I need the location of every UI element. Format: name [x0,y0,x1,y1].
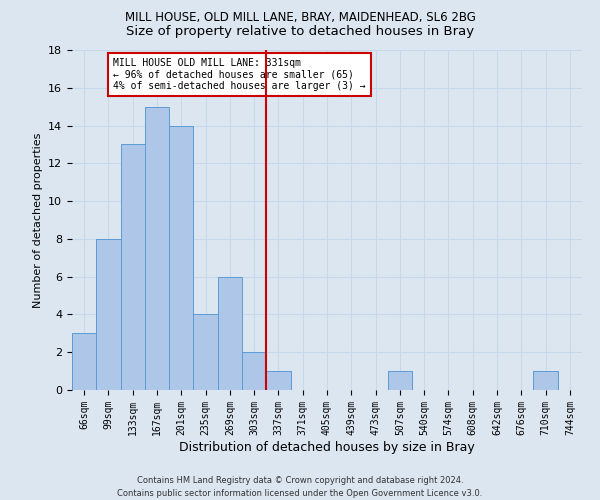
Text: MILL HOUSE OLD MILL LANE: 331sqm
← 96% of detached houses are smaller (65)
4% of: MILL HOUSE OLD MILL LANE: 331sqm ← 96% o… [113,58,366,91]
Text: Size of property relative to detached houses in Bray: Size of property relative to detached ho… [126,25,474,38]
Bar [72,334,96,390]
Y-axis label: Number of detached properties: Number of detached properties [32,132,43,308]
Bar [242,352,266,390]
Bar [96,239,121,390]
Bar [388,371,412,390]
Bar [218,276,242,390]
Text: Contains HM Land Registry data © Crown copyright and database right 2024.
Contai: Contains HM Land Registry data © Crown c… [118,476,482,498]
Bar [193,314,218,390]
Text: MILL HOUSE, OLD MILL LANE, BRAY, MAIDENHEAD, SL6 2BG: MILL HOUSE, OLD MILL LANE, BRAY, MAIDENH… [125,11,475,24]
Bar [145,106,169,390]
Bar [169,126,193,390]
Bar [266,371,290,390]
X-axis label: Distribution of detached houses by size in Bray: Distribution of detached houses by size … [179,440,475,454]
Bar [533,371,558,390]
Bar [121,144,145,390]
